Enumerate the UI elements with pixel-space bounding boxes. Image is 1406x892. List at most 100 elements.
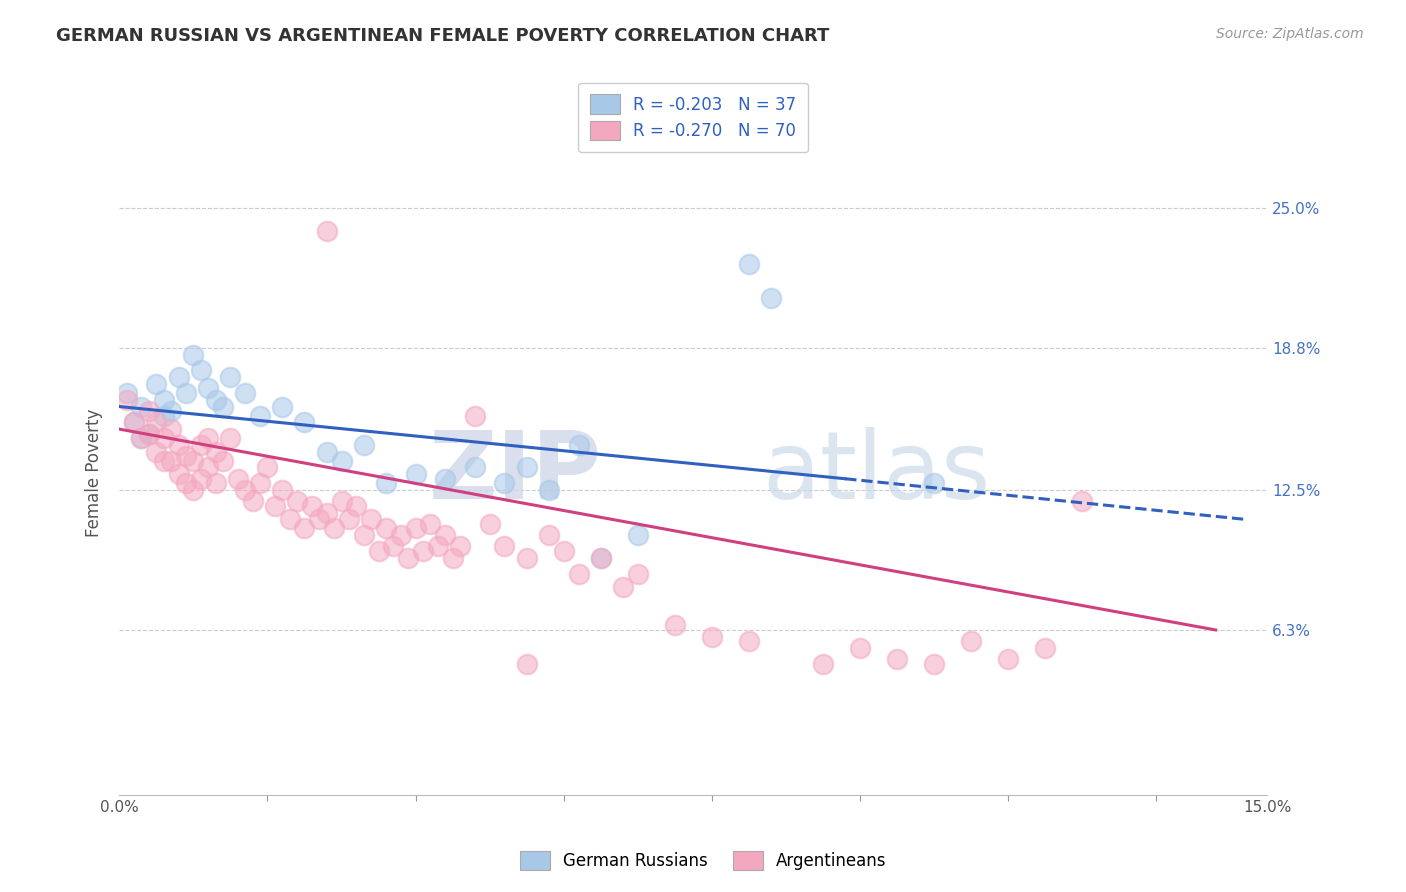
Point [167,467,190,482]
Point [167,438,190,452]
Point [886,652,908,666]
Point [263,499,285,513]
Point [516,657,538,671]
Legend: R = -0.203   N = 37, R = -0.270   N = 70: R = -0.203 N = 37, R = -0.270 N = 70 [578,83,808,152]
Point [219,370,242,384]
Point [294,415,316,429]
Point [145,415,167,429]
Point [344,499,367,513]
Point [249,476,271,491]
Point [204,392,226,407]
Point [419,516,441,531]
Point [183,348,205,362]
Point [115,392,138,407]
Point [759,291,782,305]
Point [960,634,983,648]
Point [308,512,330,526]
Point [204,444,226,458]
Point [849,640,872,655]
Point [382,540,405,554]
Point [152,392,174,407]
Point [197,431,219,445]
Text: GERMAN RUSSIAN VS ARGENTINEAN FEMALE POVERTY CORRELATION CHART: GERMAN RUSSIAN VS ARGENTINEAN FEMALE POV… [56,27,830,45]
Point [627,528,650,542]
Text: atlas: atlas [762,427,990,519]
Text: Source: ZipAtlas.com: Source: ZipAtlas.com [1216,27,1364,41]
Point [174,386,197,401]
Point [353,438,375,452]
Point [190,472,212,486]
Point [233,483,256,497]
Point [412,544,434,558]
Point [197,460,219,475]
Point [464,409,486,423]
Point [315,223,337,237]
Point [738,257,761,271]
Point [256,460,278,475]
Point [190,363,212,377]
Point [567,566,589,581]
Point [553,544,575,558]
Point [375,476,398,491]
Point [226,472,249,486]
Point [922,476,945,491]
Point [516,550,538,565]
Point [997,652,1019,666]
Point [233,386,256,401]
Point [396,550,419,565]
Point [160,453,183,467]
Point [167,370,190,384]
Point [330,494,353,508]
Point [700,630,723,644]
Point [242,494,264,508]
Point [294,521,316,535]
Point [152,453,174,467]
Point [478,516,501,531]
Point [360,512,382,526]
Point [315,506,337,520]
Point [738,634,761,648]
Point [1071,494,1094,508]
Point [301,499,323,513]
Point [138,426,160,441]
Point [174,449,197,463]
Point [405,467,427,482]
Point [122,415,145,429]
Point [664,618,686,632]
Point [174,476,197,491]
Point [271,483,294,497]
Point [183,453,205,467]
Point [160,422,183,436]
Point [138,426,160,441]
Text: ZIP: ZIP [429,427,602,519]
Point [426,540,449,554]
Point [190,438,212,452]
Point [131,431,153,445]
Point [353,528,375,542]
Point [145,376,167,391]
Point [278,512,301,526]
Point [152,409,174,423]
Point [115,386,138,401]
Point [811,657,834,671]
Point [612,580,634,594]
Point [183,483,205,497]
Point [122,415,145,429]
Point [315,444,337,458]
Point [441,550,464,565]
Point [589,550,612,565]
Point [494,540,516,554]
Point [389,528,412,542]
Point [145,444,167,458]
Point [405,521,427,535]
Point [271,400,294,414]
Point [434,472,457,486]
Point [249,409,271,423]
Point [131,431,153,445]
Point [494,476,516,491]
Legend: German Russians, Argentineans: German Russians, Argentineans [513,844,893,877]
Point [212,453,235,467]
Point [516,460,538,475]
Point [464,460,486,475]
Point [152,431,174,445]
